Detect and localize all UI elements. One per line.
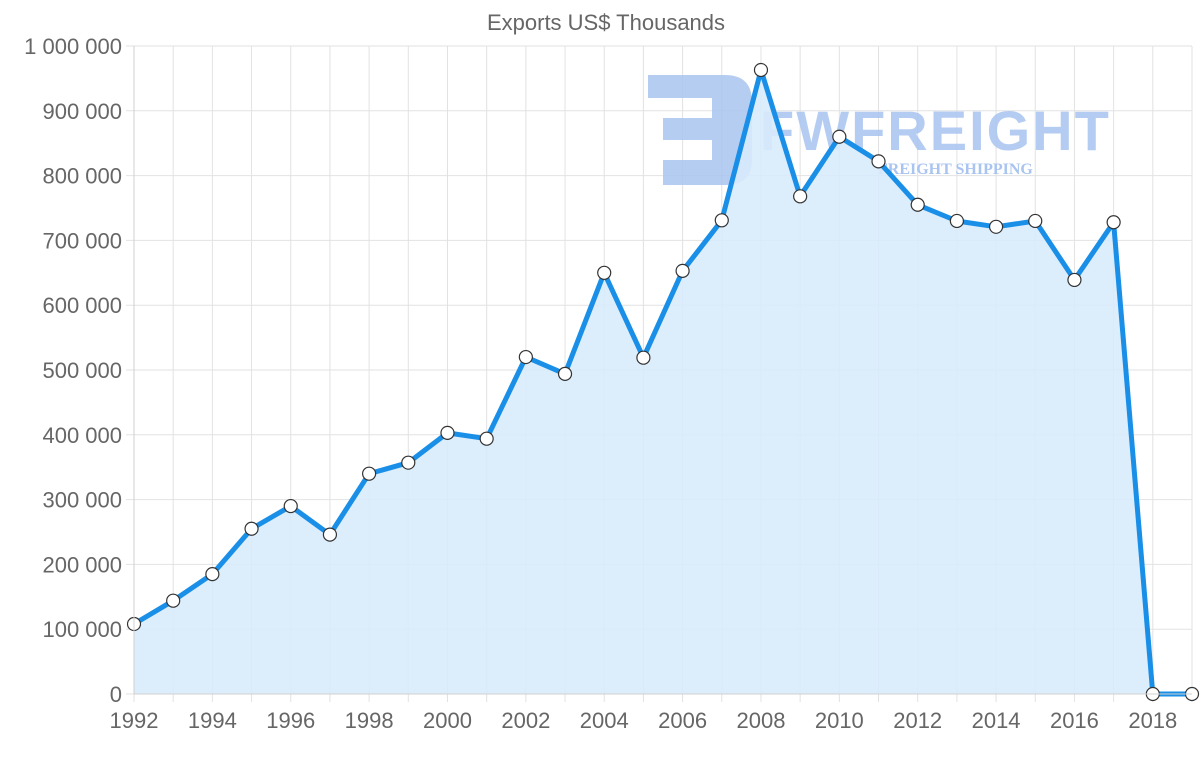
data-point[interactable] (949, 213, 964, 229)
data-point[interactable] (1028, 213, 1043, 229)
data-point[interactable] (753, 62, 769, 78)
x-tick-label: 2016 (1050, 708, 1099, 733)
data-point[interactable] (205, 567, 220, 582)
data-point[interactable] (910, 197, 925, 212)
watermark-logo-icon (648, 75, 752, 185)
data-point[interactable] (166, 593, 181, 608)
y-tick-label: 700 000 (42, 228, 122, 253)
y-tick-label: 200 000 (42, 552, 122, 577)
x-tick-label: 1998 (345, 708, 394, 733)
y-tick-label: 1 000 000 (24, 34, 122, 59)
x-axis: 1992 1994 1996 1998 2000 2002 2004 2006 2008 2010… (110, 693, 1192, 733)
x-tick-label: 2006 (658, 708, 707, 733)
x-tick-label: 2014 (972, 708, 1021, 733)
y-axis: 0 100 000 200 000 300 000 400 000 500 000 600 … (24, 34, 135, 707)
y-tick-label: 100 000 (42, 617, 122, 642)
x-tick-label: 2008 (736, 708, 785, 733)
y-tick-label: 0 (110, 682, 122, 707)
chart-title: Exports US$ Thousands (487, 10, 725, 35)
data-point[interactable] (675, 263, 690, 278)
x-tick-label: 2012 (893, 708, 942, 733)
series-line (132, 67, 1192, 697)
area-fill (134, 70, 1192, 694)
y-tick-label: 800 000 (42, 164, 122, 189)
x-tick-label: 2000 (423, 708, 472, 733)
data-point[interactable] (322, 527, 338, 542)
data-point[interactable] (1106, 215, 1121, 230)
x-tick-label: 2004 (580, 708, 629, 733)
x-tick-label: 1992 (110, 708, 159, 733)
data-point[interactable] (401, 455, 416, 470)
data-point[interactable] (283, 498, 298, 514)
y-tick-label: 400 000 (42, 423, 122, 448)
data-point[interactable] (714, 213, 729, 228)
area-shape (134, 70, 1192, 694)
x-tick-label: 1994 (188, 708, 237, 733)
x-tick-label: 1996 (266, 708, 315, 733)
y-tick-label: 500 000 (42, 358, 122, 383)
data-point[interactable] (362, 466, 377, 481)
data-line (132, 67, 1192, 697)
data-point[interactable] (871, 154, 886, 169)
watermark-brand: FWFREIGHT (760, 99, 1111, 162)
data-point[interactable] (793, 189, 808, 204)
y-tick-label: 900 000 (42, 99, 122, 124)
data-point[interactable] (832, 129, 847, 144)
watermark-tagline: FREIGHT SHIPPING (878, 161, 1033, 178)
x-tick-label: 2002 (501, 708, 550, 733)
data-point[interactable] (1067, 272, 1082, 288)
y-tick-label: 600 000 (42, 293, 122, 318)
data-point[interactable] (244, 521, 259, 536)
data-point[interactable] (988, 219, 1004, 234)
x-tick-label: 2010 (815, 708, 864, 733)
data-points (126, 62, 1200, 702)
data-point[interactable] (440, 425, 455, 440)
watermark-logo: FWFREIGHT FREIGHT SHIPPING (648, 75, 1111, 185)
data-point[interactable] (557, 366, 573, 381)
data-point[interactable] (479, 431, 494, 446)
y-tick-label: 300 000 (42, 488, 122, 513)
data-point[interactable] (518, 349, 533, 365)
data-point[interactable] (636, 350, 651, 365)
data-point[interactable] (597, 265, 612, 280)
x-tick-label: 2018 (1128, 708, 1177, 733)
